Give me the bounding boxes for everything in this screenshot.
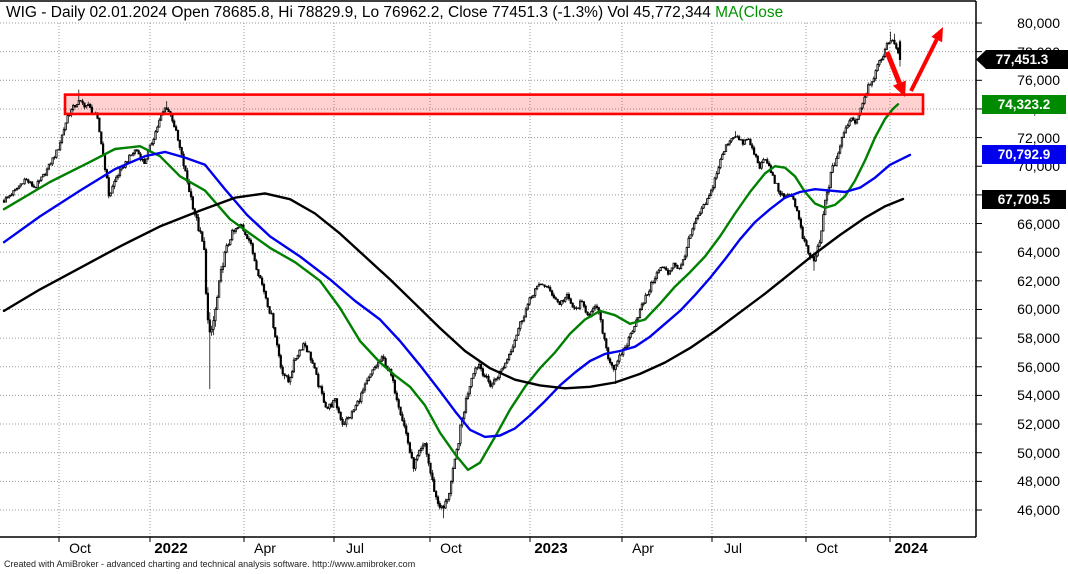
y-axis-tick-label: 62,000 [1017,272,1060,289]
x-axis-tick-label: 2023 [534,540,568,557]
amibroker-credit-footer: Created with AmiBroker - advanced charti… [4,559,416,569]
price-tag-close: 77,451.3 [976,50,1068,69]
resistance-zone-border[interactable] [63,93,925,116]
y-axis-tick-label: 66,000 [1017,215,1060,232]
y-axis-tick-label: 56,000 [1017,358,1060,375]
y-axis-tick-label: 60,000 [1017,301,1060,318]
price-tag-ma-fast: 74,323.2 [982,94,1066,114]
y-axis-tick-label: 52,000 [1017,416,1060,433]
chart-title: WIG - Daily 02.01.2024 Open 78685.8, Hi … [6,4,968,22]
x-axis-tick-label: Apr [632,540,654,556]
x-axis-tick-label: 2022 [154,540,188,557]
price-tag-ma-slow: 67,709.5 [982,189,1066,209]
ma-fast-green-line[interactable] [2,103,900,472]
chart-title-ohlc: WIG - Daily 02.01.2024 Open 78685.8, Hi … [6,4,716,21]
x-axis-tick-label: Jul [346,540,364,556]
y-axis-tick-label: 64,000 [1017,244,1060,261]
ma-mid-blue-line[interactable] [2,150,912,439]
y-axis-tick-label: 72,000 [1017,129,1060,146]
y-axis-tick-label: 58,000 [1017,330,1060,347]
pullback-arrow-shaft[interactable] [884,51,902,85]
breakout-arrow-head[interactable] [931,27,943,43]
ma-slow-black-line[interactable] [2,192,905,390]
chart-title-ma-label: MA(Close [715,4,784,21]
y-axis-tick-label: 46,000 [1017,502,1060,518]
x-axis-tick-label: Oct [440,540,462,556]
pullback-arrow-head[interactable] [892,80,906,97]
x-axis-tick-label: 2024 [894,540,928,557]
breakout-arrow-shaft[interactable] [909,38,939,92]
price-tag-ma-mid: 70,792.9 [982,145,1066,165]
x-axis-tick-label: Oct [69,540,91,556]
y-axis-tick-label: 54,000 [1017,387,1060,404]
y-axis-tick-label: 50,000 [1017,444,1060,461]
resistance-zone-fill[interactable] [65,94,923,114]
x-axis-tick-label: Apr [254,540,276,556]
y-axis-tick-label: 48,000 [1017,473,1060,490]
x-axis-tick-label: Oct [816,540,838,556]
y-axis-tick-label: 76,000 [1017,72,1060,89]
y-axis-tick-label: 80,000 [1017,15,1060,31]
x-axis-tick-label: Jul [724,540,742,556]
up-candles [4,39,894,509]
